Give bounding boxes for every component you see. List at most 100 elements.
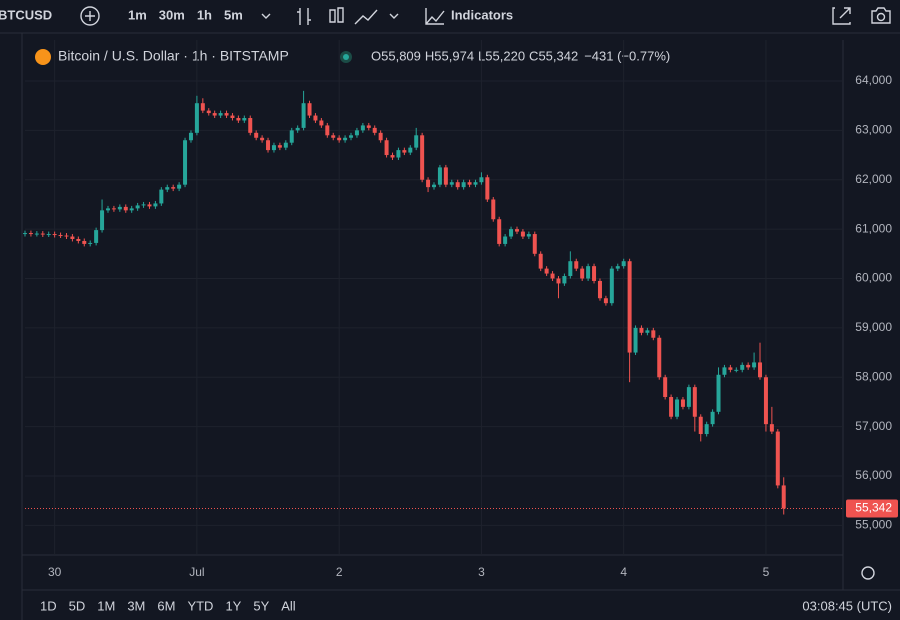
camera[interactable] <box>871 7 891 24</box>
interval-menu[interactable] <box>261 13 271 19</box>
bar-style[interactable] <box>297 8 311 25</box>
range-button[interactable]: All <box>281 598 296 613</box>
candle-body <box>313 115 318 121</box>
candle-body <box>325 125 330 136</box>
y-tick-label: 56,000 <box>855 468 892 482</box>
candle-body <box>538 253 543 269</box>
candle-body <box>206 110 211 114</box>
candle-body <box>236 118 241 121</box>
candle-body <box>473 182 478 185</box>
candle-body <box>183 140 188 185</box>
candle-body <box>88 242 93 244</box>
interval[interactable]: 1h <box>197 7 212 22</box>
candle-body <box>135 205 140 209</box>
range-button[interactable]: YTD <box>187 598 213 613</box>
candle-body <box>165 187 170 190</box>
candle-body <box>366 125 371 128</box>
candle-body <box>461 182 466 188</box>
candle-body <box>248 118 253 133</box>
candle-body <box>200 103 205 111</box>
range-button[interactable]: 1M <box>97 598 115 613</box>
candle-body <box>319 120 324 126</box>
style-menu[interactable] <box>389 13 399 19</box>
interval[interactable]: 30m <box>159 7 185 22</box>
candle-body <box>354 130 359 136</box>
candle-body <box>426 179 431 188</box>
candle-body <box>775 431 780 486</box>
coin-icon <box>35 49 51 65</box>
range-button[interactable]: 1Y <box>225 598 241 613</box>
range-button[interactable]: 1D <box>40 598 57 613</box>
candle-body <box>117 206 122 210</box>
range-button[interactable]: 5Y <box>253 598 269 613</box>
y-tick-label: 60,000 <box>855 271 892 285</box>
candle-body <box>526 234 531 237</box>
candle-body <box>360 125 365 131</box>
y-tick-label: 63,000 <box>855 123 892 137</box>
candle-body <box>23 233 27 235</box>
x-tick-label: 30 <box>48 565 62 579</box>
candle-body <box>46 234 51 236</box>
candle-body <box>532 234 537 254</box>
y-tick-label: 64,000 <box>855 73 892 87</box>
range-button[interactable]: 5D <box>69 598 86 613</box>
candle-body <box>580 268 585 279</box>
candle-body <box>568 261 573 277</box>
y-tick-label: 58,000 <box>855 369 892 383</box>
candle-body <box>337 137 342 141</box>
candle-body <box>295 127 300 131</box>
candle-body <box>171 187 176 189</box>
candle-body <box>758 362 763 378</box>
add-symbol[interactable] <box>80 6 100 26</box>
candle-body <box>609 268 614 304</box>
candle-body <box>34 233 39 235</box>
candle-body <box>491 199 496 220</box>
candle-body <box>224 113 229 116</box>
candle-body <box>698 416 703 435</box>
candle-body <box>301 103 306 128</box>
settings[interactable] <box>861 566 875 580</box>
candle-body <box>277 145 282 148</box>
ohlc-label: C <box>529 48 538 63</box>
last-price-tag <box>846 499 898 518</box>
candle-body <box>58 235 63 237</box>
candle-body <box>271 145 276 151</box>
snapshot-open[interactable] <box>832 7 851 25</box>
y-tick-label: 55,000 <box>855 518 892 532</box>
indicators-button[interactable]: Indicators <box>451 7 513 22</box>
candle-body <box>597 280 602 299</box>
candle-style[interactable] <box>329 7 344 23</box>
candle-body <box>556 278 561 284</box>
y-tick-label: 59,000 <box>855 320 892 334</box>
candle-body <box>414 135 419 148</box>
range-button[interactable]: 3M <box>127 598 145 613</box>
add-symbol-plus <box>85 11 95 21</box>
candle-body <box>105 208 110 211</box>
candle-body <box>509 229 514 237</box>
candle-body <box>514 229 519 232</box>
candle-body <box>710 411 715 425</box>
interval[interactable]: 5m <box>224 7 243 22</box>
candle-body <box>349 135 354 138</box>
candle-body <box>76 238 81 241</box>
candle-body <box>675 399 680 417</box>
y-tick-label: 61,000 <box>855 221 892 235</box>
range-button[interactable]: 6M <box>157 598 175 613</box>
candle-body <box>100 210 105 231</box>
candle-body <box>52 234 57 236</box>
candle-body <box>716 374 721 412</box>
candle-body <box>746 364 751 368</box>
candle-body <box>343 137 348 141</box>
symbol[interactable]: BTCUSD <box>0 7 52 22</box>
candle-body <box>740 364 745 370</box>
candle-body <box>763 377 768 425</box>
interval[interactable]: 1m <box>128 7 147 22</box>
candle-body <box>455 182 460 188</box>
area-style[interactable] <box>354 9 378 25</box>
candle-body <box>82 240 87 244</box>
candle-body <box>443 167 448 185</box>
candle-body <box>289 130 294 143</box>
candle-body <box>574 261 579 269</box>
candle-body <box>242 118 247 121</box>
candle-body <box>194 103 199 133</box>
